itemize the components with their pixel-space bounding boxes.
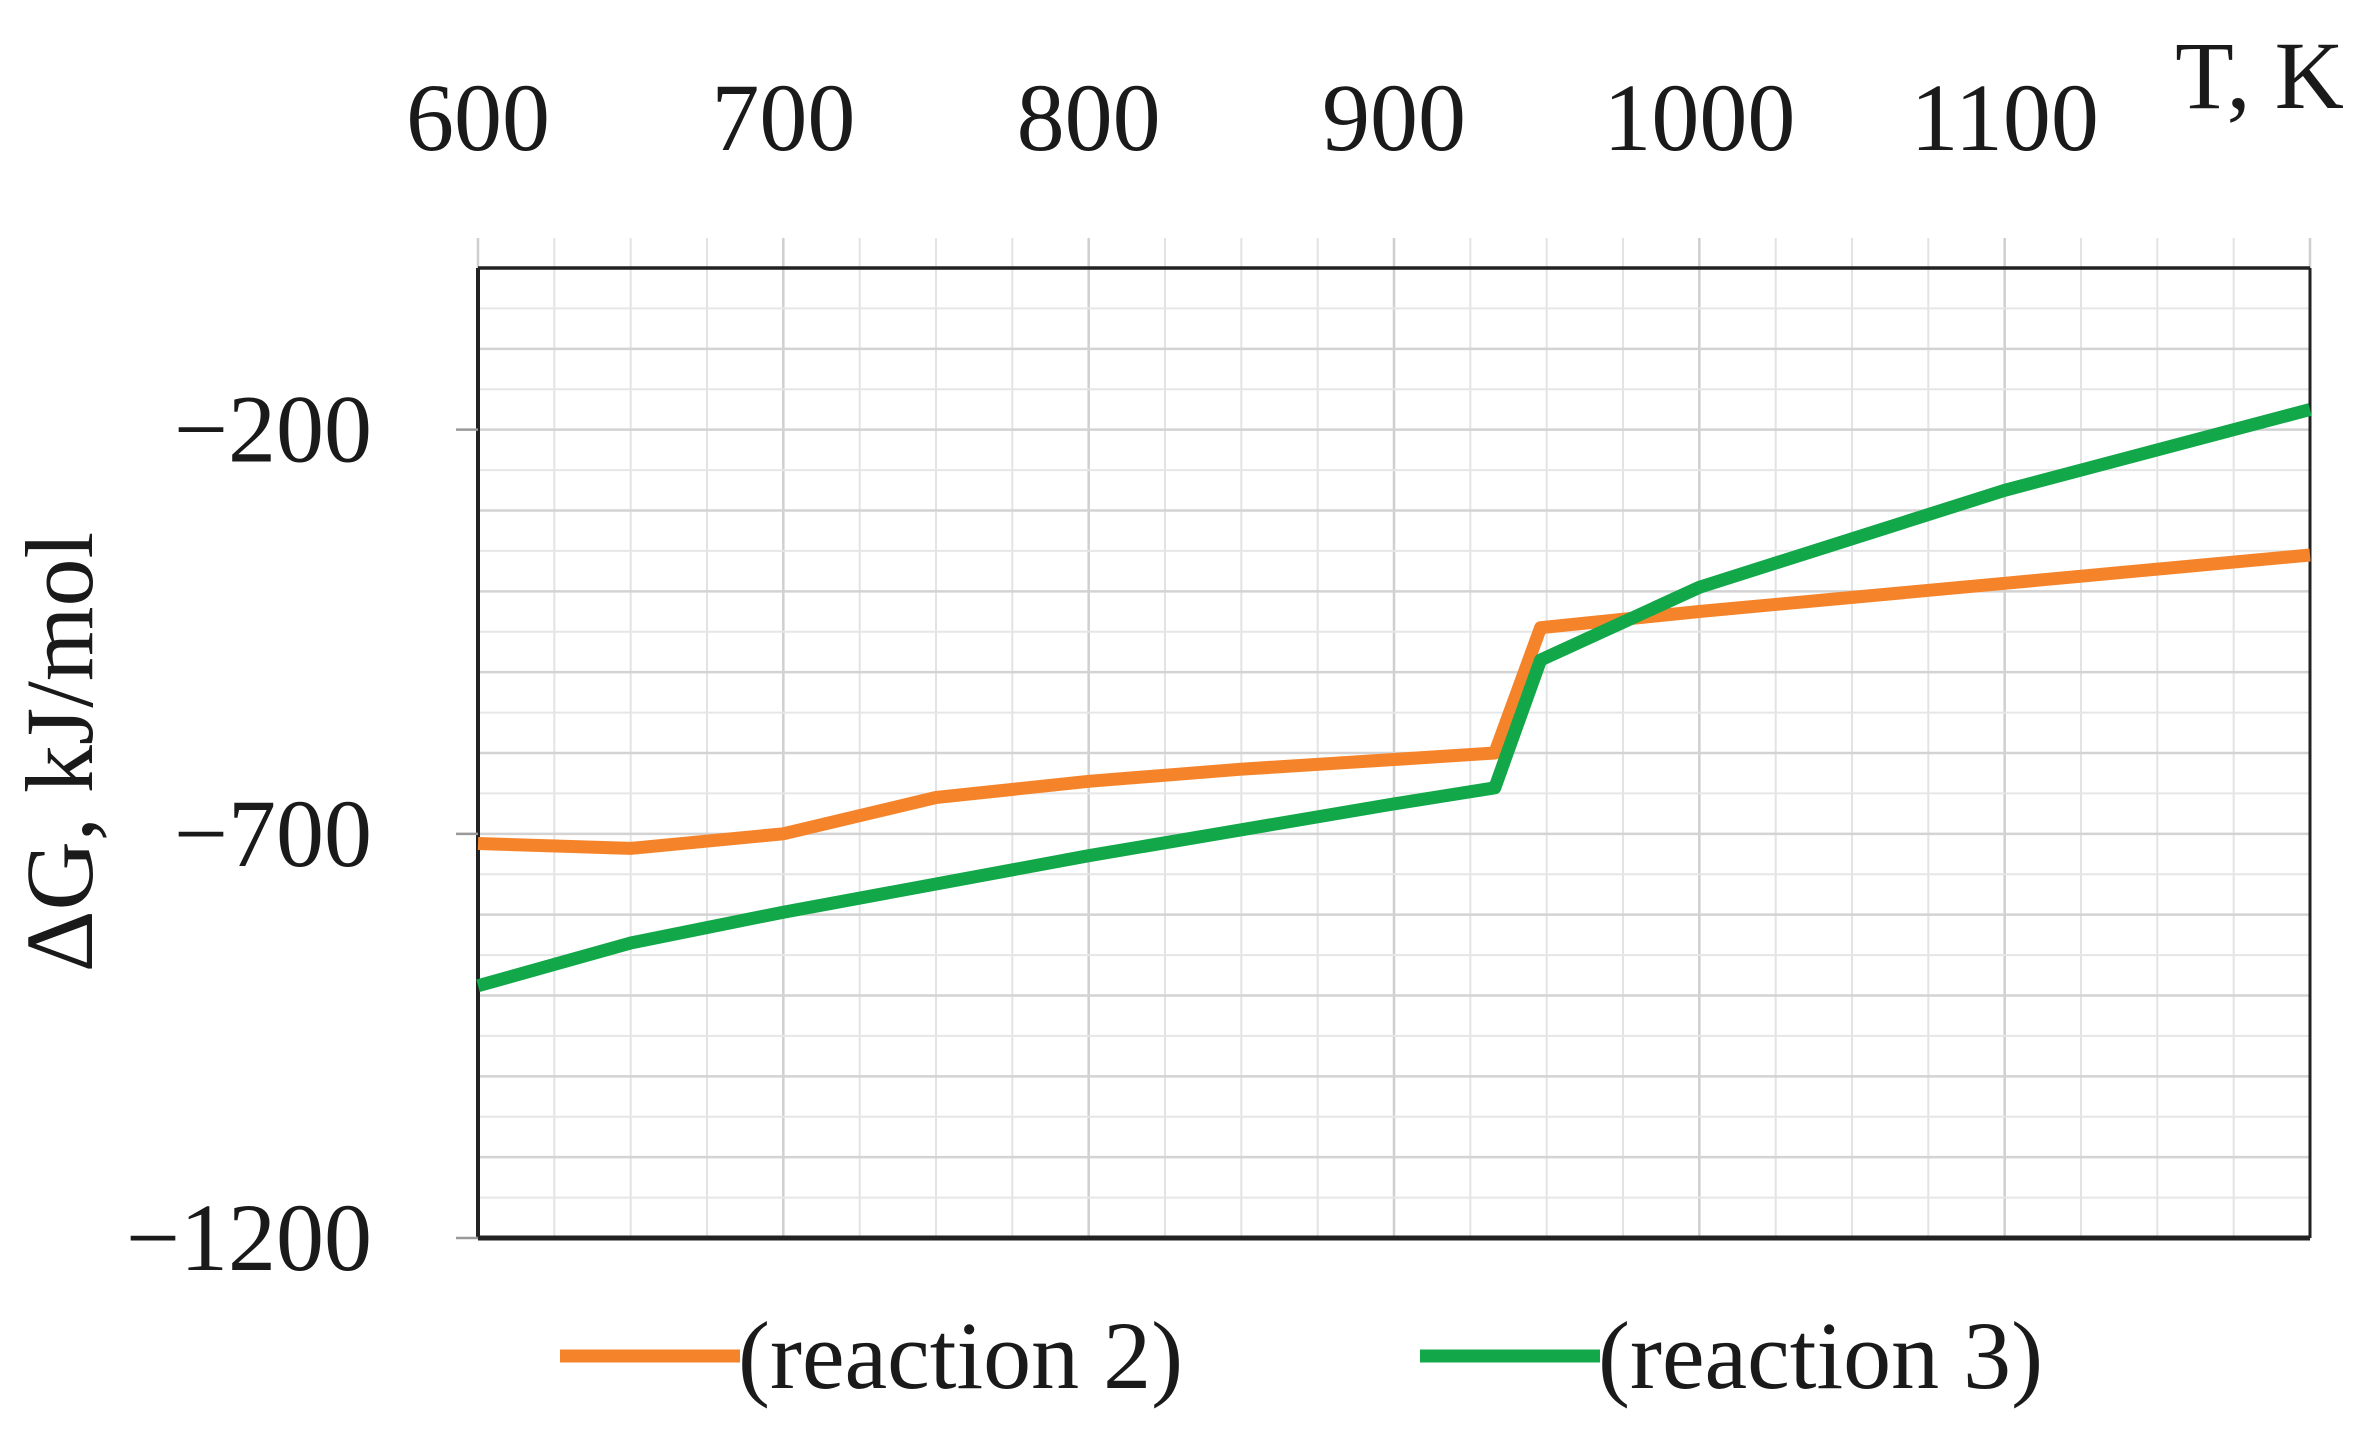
series-line-1 xyxy=(477,548,2311,855)
x-tick-label: 800 xyxy=(1017,64,1161,171)
y-tick-label: −200 xyxy=(174,376,372,483)
axis-labels: 600 700 800 900 1000 1100 T, K −200 −700 −1200 ΔG,… xyxy=(6,22,2344,1291)
y-tick-label: −700 xyxy=(174,780,372,887)
legend: (reaction 2) (reaction 3) xyxy=(560,1302,2043,1409)
grid xyxy=(476,238,2312,1240)
x-tick-label: 600 xyxy=(406,64,550,171)
axes xyxy=(456,266,2312,1241)
x-tick-label: 1100 xyxy=(1910,64,2098,171)
y-axis-label: ΔG, kJ/mol xyxy=(6,532,113,972)
x-tick-label: 1000 xyxy=(1603,64,1795,171)
series-line-2 xyxy=(476,403,2312,993)
y-tick-label: −1200 xyxy=(126,1184,372,1291)
x-tick-label: 700 xyxy=(711,64,855,171)
x-axis-label: T, K xyxy=(2175,22,2344,129)
legend-label-1: (reaction 2) xyxy=(738,1302,1183,1409)
series-lines xyxy=(476,403,2312,993)
x-tick-label: 900 xyxy=(1322,64,1466,171)
legend-label-2: (reaction 3) xyxy=(1598,1302,2043,1409)
